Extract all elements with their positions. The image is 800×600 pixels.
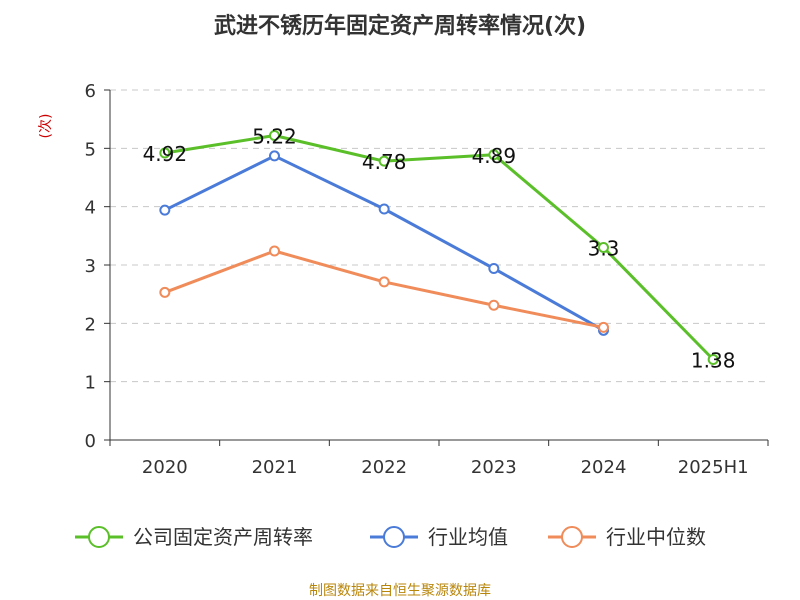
data-labels: 4.92 5.22 4.78 4.89 3.3 1.38 — [143, 125, 736, 373]
data-point — [707, 354, 719, 365]
series-line — [164, 249, 604, 329]
data-point — [598, 321, 609, 333]
x-tick-label: 2025H1 — [678, 457, 749, 478]
data-point — [488, 299, 500, 311]
legend-swatch-marker — [383, 526, 405, 548]
legend-item: 行业中位数 — [548, 525, 706, 549]
legend: 公司固定资产周转率 行业均值 行业中位数 — [75, 525, 706, 549]
data-label: 5.22 — [252, 125, 297, 149]
y-axis-label: (次) — [38, 114, 54, 139]
legend-item: 行业均值 — [370, 525, 508, 549]
data-point — [378, 155, 390, 167]
legend-label: 行业均值 — [428, 525, 508, 549]
legend-label: 行业中位数 — [606, 525, 706, 549]
chart-title: 武进不锈历年固定资产周转率情况(次) — [214, 13, 586, 39]
y-tick-label: 3 — [85, 256, 96, 277]
x-tick-label: 2021 — [252, 457, 298, 478]
data-point — [378, 276, 390, 288]
y-tick-label: 4 — [85, 198, 96, 219]
data-point — [488, 263, 500, 274]
axes: 0 1 2 3 4 5 6 2020 2021 2022 2023 2024 2025H1 — [85, 81, 769, 478]
data-point — [598, 242, 609, 253]
data-label: 4.89 — [472, 144, 517, 168]
data-point — [159, 204, 171, 216]
source-note: 制图数据来自恒生聚源数据库 — [309, 583, 491, 599]
data-label: 3.3 — [588, 237, 620, 261]
legend-label: 公司固定资产周转率 — [133, 525, 313, 549]
y-tick-label: 1 — [85, 373, 96, 394]
data-point — [378, 203, 390, 215]
data-point — [269, 130, 280, 141]
data-point — [269, 150, 280, 162]
data-point — [159, 147, 171, 159]
grid — [110, 89, 768, 383]
data-label: 4.78 — [362, 150, 407, 174]
y-tick-label: 5 — [85, 139, 96, 160]
data-point — [488, 149, 500, 161]
data-label: 1.38 — [691, 349, 736, 373]
legend-item: 公司固定资产周转率 — [75, 525, 313, 549]
data-label: 4.92 — [143, 142, 188, 166]
x-tick-label: 2023 — [471, 457, 517, 478]
series-line — [164, 154, 605, 332]
x-tick-label: 2024 — [581, 457, 627, 478]
y-tick-label: 0 — [85, 431, 96, 452]
series-group — [159, 130, 719, 365]
x-tick-label: 2022 — [361, 457, 407, 478]
series-line — [164, 134, 715, 361]
legend-swatch-marker — [88, 526, 110, 548]
data-point — [269, 245, 280, 257]
y-tick-label: 2 — [85, 314, 96, 335]
data-point — [159, 286, 171, 298]
legend-swatch-marker — [561, 526, 583, 548]
y-tick-label: 6 — [85, 81, 96, 102]
x-tick-label: 2020 — [142, 457, 188, 478]
